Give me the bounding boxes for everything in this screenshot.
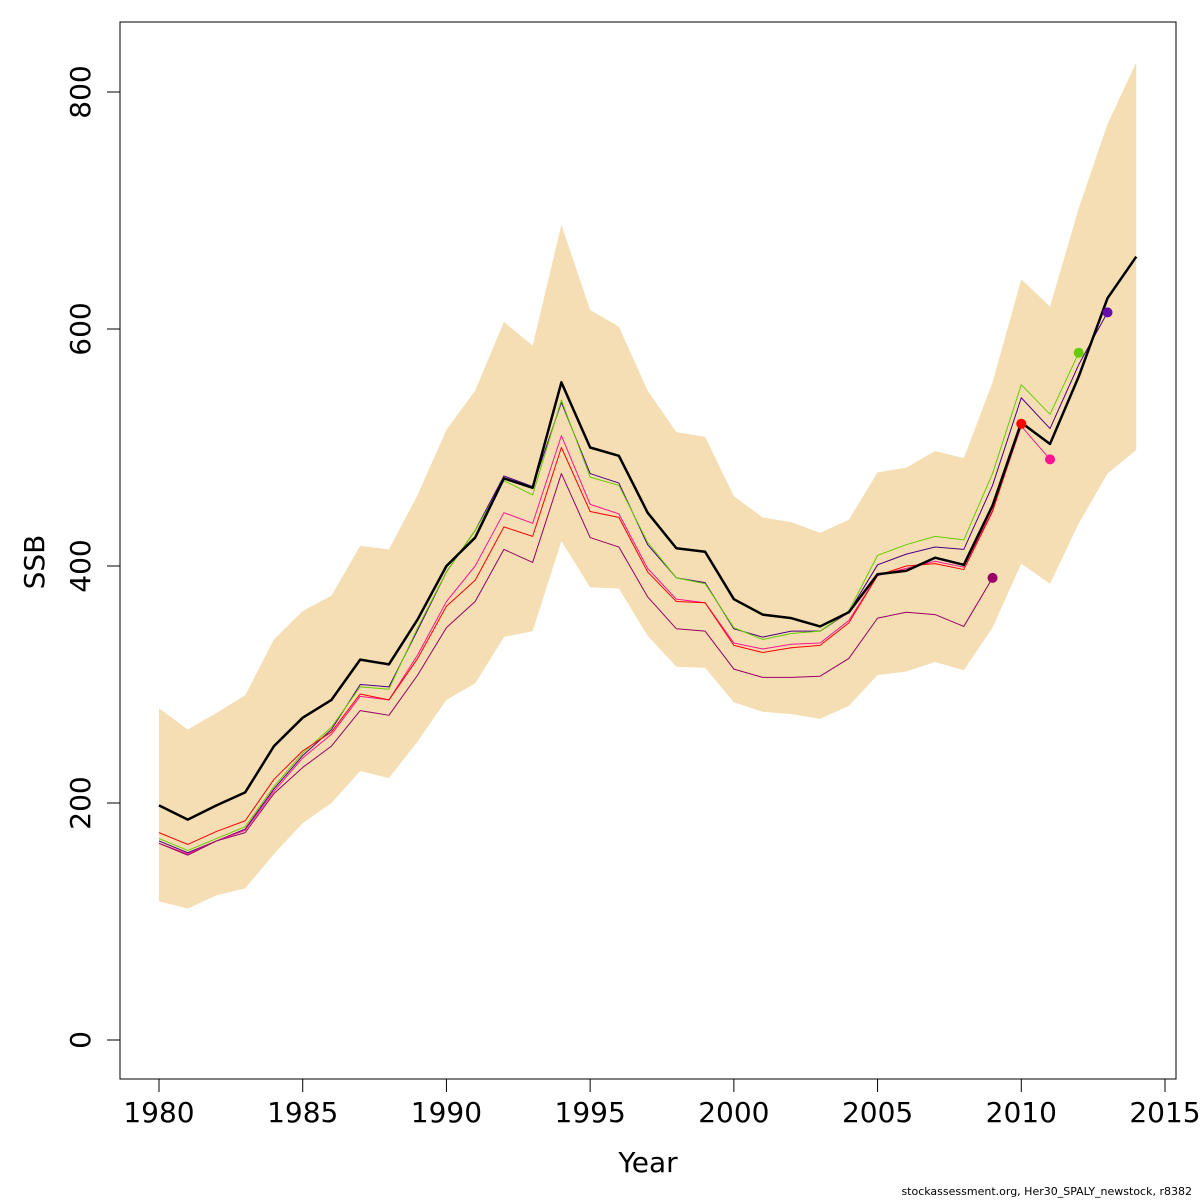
series-point-2 [1073, 347, 1084, 358]
y-tick-label: 800 [64, 65, 97, 118]
x-tick-label: 2015 [1129, 1096, 1200, 1129]
series-line-0 [158, 256, 1138, 821]
x-tick-label: 2005 [842, 1096, 913, 1129]
confidence-band [159, 62, 1137, 909]
x-tick-label: 1995 [555, 1096, 626, 1129]
series-point-5 [987, 572, 998, 583]
y-tick-label: 600 [64, 302, 97, 355]
footer-note: stockassessment.org, Her30_SPALY_newstoc… [901, 1185, 1192, 1198]
y-axis-label: SSB [18, 535, 51, 590]
x-tick-label: 1980 [123, 1096, 194, 1129]
series-point-3 [1045, 454, 1056, 465]
y-tick-label: 400 [64, 539, 97, 592]
confidence-band-layer [159, 62, 1137, 909]
series-line-3 [158, 425, 1051, 855]
y-tick-label: 200 [64, 776, 97, 829]
x-tick-label: 1985 [267, 1096, 338, 1129]
x-tick-label: 1990 [411, 1096, 482, 1129]
x-tick-label: 2010 [986, 1096, 1057, 1129]
series-line-5 [158, 473, 993, 856]
series-point-1 [1102, 307, 1113, 318]
y-axis: 0 200 400 600 800 [64, 65, 121, 1049]
series-points-layer [987, 307, 1113, 583]
y-tick-label: 0 [64, 1031, 97, 1049]
x-axis-label: Year [617, 1146, 678, 1179]
series-lines-layer [158, 256, 1138, 856]
series-point-4 [1016, 418, 1027, 429]
x-tick-label: 2000 [698, 1096, 769, 1129]
x-axis: 1980 1985 1990 1995 2000 2005 2010 2015 [123, 1078, 1200, 1129]
